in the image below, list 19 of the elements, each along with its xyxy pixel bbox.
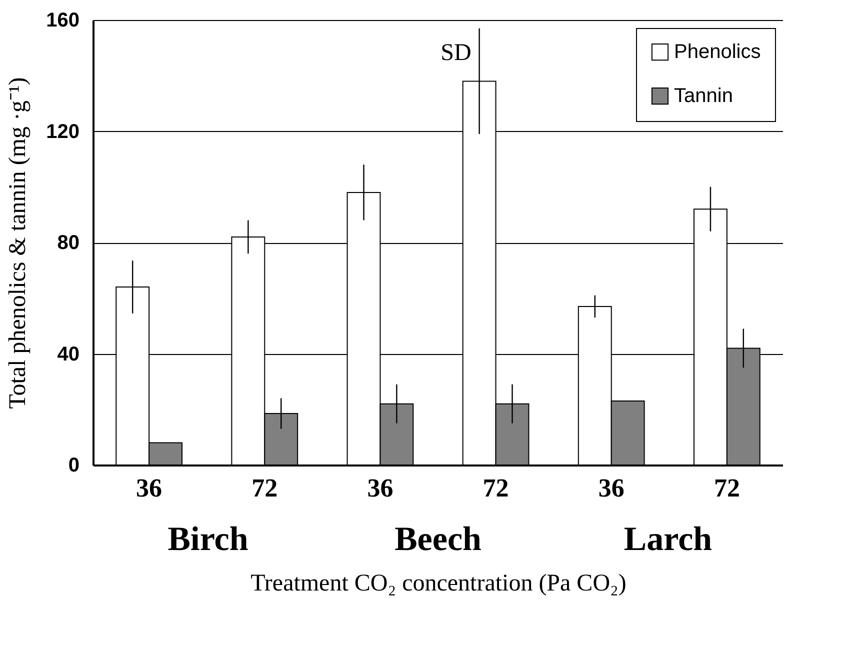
legend-label: Phenolics [674, 41, 761, 63]
x-tick-label: 36 [136, 474, 162, 502]
legend-label: Tannin [674, 85, 733, 107]
text: Birch [168, 521, 248, 558]
y-tick-label: 80 [57, 232, 80, 254]
y-tick-label: 0 [68, 454, 80, 476]
y-axis-title: Total phenolics & tannin (mg ·g⁻¹) [5, 77, 32, 409]
x-tick-label: 36 [367, 474, 394, 502]
x-tick-label: 36 [598, 474, 624, 502]
y-tick-label: 40 [57, 343, 80, 366]
x-axis-title: Treatment CO₂ concentration (Pa CO₂) [250, 570, 626, 596]
x-tick-label: 72 [252, 474, 278, 502]
text: Larch [624, 521, 712, 558]
y-tick-label: 120 [46, 120, 80, 143]
text: Beech [394, 521, 482, 558]
y-tick-label: 160 [46, 10, 80, 32]
annotation: SD [440, 40, 472, 66]
x-tick-label: 72 [482, 474, 509, 502]
x-tick-label: 72 [714, 474, 740, 502]
